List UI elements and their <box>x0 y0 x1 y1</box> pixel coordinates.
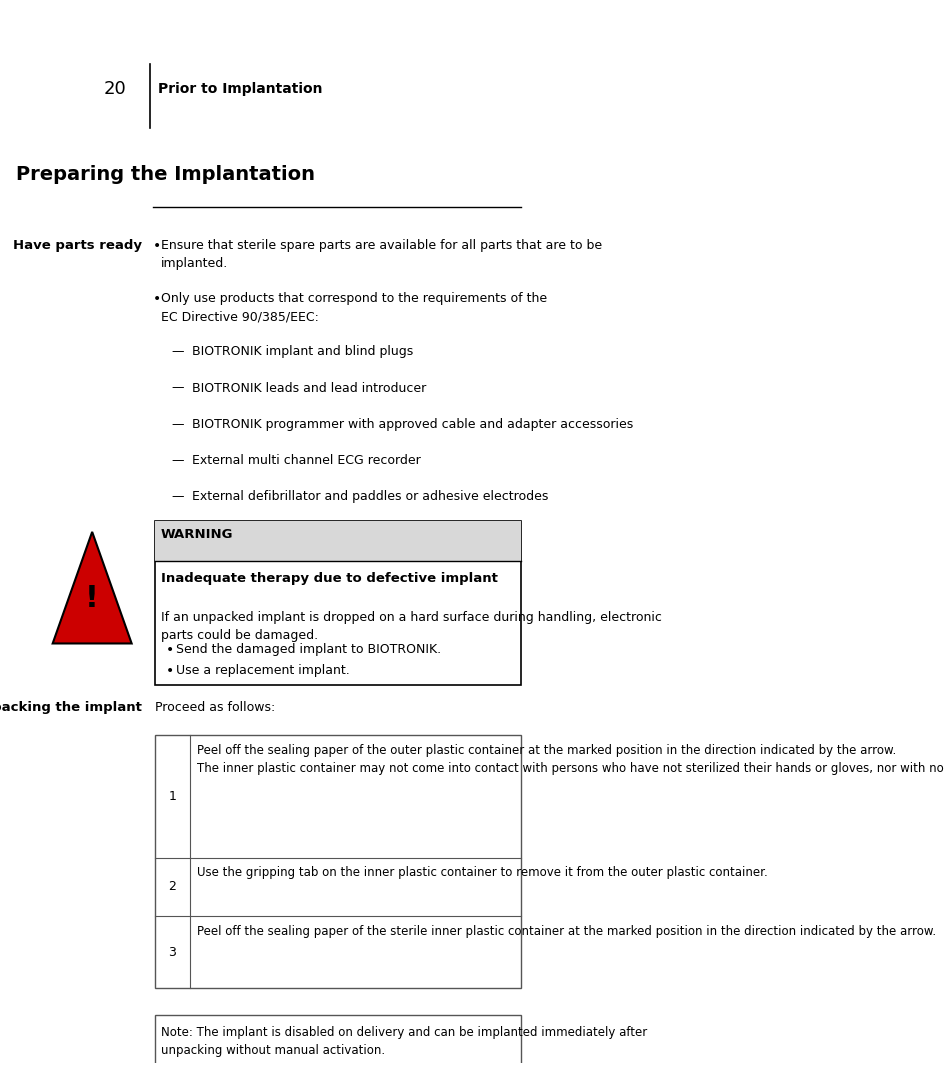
Text: Preparing the Implantation: Preparing the Implantation <box>16 165 314 184</box>
Text: Only use products that correspond to the requirements of the
EC Directive 90/385: Only use products that correspond to the… <box>160 292 547 324</box>
Polygon shape <box>53 531 131 643</box>
Text: 20: 20 <box>104 80 126 98</box>
Text: WARNING: WARNING <box>160 528 233 541</box>
Text: External multi channel ECG recorder: External multi channel ECG recorder <box>193 454 421 466</box>
FancyBboxPatch shape <box>156 521 521 561</box>
Text: Have parts ready: Have parts ready <box>13 240 143 252</box>
Text: Prior to Implantation: Prior to Implantation <box>158 82 323 96</box>
Text: 3: 3 <box>169 946 177 958</box>
Text: Use a replacement implant.: Use a replacement implant. <box>177 665 350 677</box>
Text: !: ! <box>85 584 99 612</box>
Text: External defibrillator and paddles or adhesive electrodes: External defibrillator and paddles or ad… <box>193 490 548 503</box>
Text: Peel off the sealing paper of the sterile inner plastic container at the marked : Peel off the sealing paper of the steril… <box>197 924 936 937</box>
Text: —: — <box>171 381 184 394</box>
Text: Unpacking the implant: Unpacking the implant <box>0 702 143 715</box>
Text: •: • <box>153 240 161 253</box>
Text: 1: 1 <box>169 790 177 803</box>
Text: Send the damaged implant to BIOTRONIK.: Send the damaged implant to BIOTRONIK. <box>177 643 442 656</box>
Text: 2: 2 <box>169 881 177 894</box>
Text: •: • <box>166 643 174 657</box>
Text: —: — <box>171 417 184 430</box>
Text: Use the gripping tab on the inner plastic container to remove it from the outer : Use the gripping tab on the inner plasti… <box>197 866 768 879</box>
Text: •: • <box>166 665 174 678</box>
Text: Inadequate therapy due to defective implant: Inadequate therapy due to defective impl… <box>160 572 497 585</box>
Text: Ensure that sterile spare parts are available for all parts that are to be
impla: Ensure that sterile spare parts are avai… <box>160 240 601 271</box>
Text: Note: The implant is disabled on delivery and can be implanted immediately after: Note: The implant is disabled on deliver… <box>160 1026 647 1056</box>
Text: BIOTRONIK implant and blind plugs: BIOTRONIK implant and blind plugs <box>193 345 413 359</box>
Text: BIOTRONIK programmer with approved cable and adapter accessories: BIOTRONIK programmer with approved cable… <box>193 417 633 430</box>
Text: Peel off the sealing paper of the outer plastic container at the marked position: Peel off the sealing paper of the outer … <box>197 743 944 775</box>
Text: —: — <box>171 490 184 503</box>
FancyBboxPatch shape <box>156 1015 521 1065</box>
Text: If an unpacked implant is dropped on a hard surface during handling, electronic
: If an unpacked implant is dropped on a h… <box>160 611 662 642</box>
FancyBboxPatch shape <box>156 736 521 988</box>
Text: —: — <box>171 345 184 359</box>
Text: Proceed as follows:: Proceed as follows: <box>156 702 276 715</box>
FancyBboxPatch shape <box>156 521 521 686</box>
Text: BIOTRONIK leads and lead introducer: BIOTRONIK leads and lead introducer <box>193 381 427 394</box>
Text: —: — <box>171 454 184 466</box>
Text: •: • <box>153 292 161 307</box>
